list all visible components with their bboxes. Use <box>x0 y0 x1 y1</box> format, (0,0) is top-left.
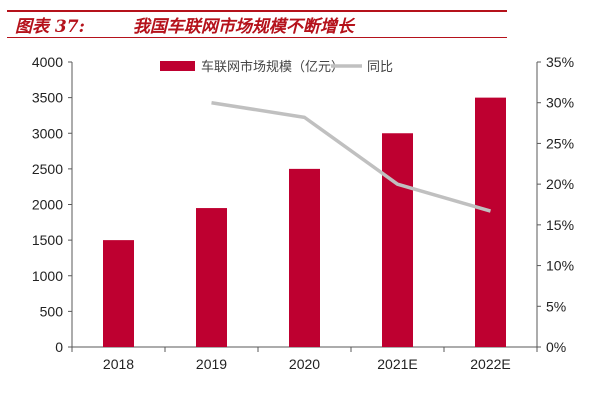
x-tick-label: 2018 <box>103 356 134 372</box>
title-top-rule <box>7 10 507 12</box>
title-bottom-rule <box>7 37 507 38</box>
yoy-line <box>211 100 491 213</box>
legend-bar-swatch <box>160 61 195 71</box>
right-tick-label: 20% <box>546 176 574 192</box>
right-tick-label: 15% <box>546 217 574 233</box>
x-tick-label: 2019 <box>196 356 227 372</box>
left-tick-label: 4000 <box>32 54 63 70</box>
left-tick-label: 1000 <box>32 268 63 284</box>
bar-2018 <box>103 240 134 347</box>
right-tick-label: 10% <box>546 258 574 274</box>
x-tick-label: 2021E <box>377 356 417 372</box>
left-tick-label: 0 <box>55 339 63 355</box>
bar-2022E <box>475 97 506 347</box>
x-tick-label: 2022E <box>470 356 510 372</box>
left-tick-label: 3000 <box>32 125 63 141</box>
left-tick-label: 2000 <box>32 197 63 213</box>
bar-2019 <box>196 208 227 347</box>
figure-label: 图表 37: <box>15 16 85 37</box>
right-tick-label: 35% <box>546 54 574 70</box>
figure-title-text: 我国车联网市场规模不断增长 <box>132 16 354 37</box>
left-tick-label: 1500 <box>32 232 63 248</box>
right-tick-label: 25% <box>546 135 574 151</box>
right-tick-label: 5% <box>546 298 566 314</box>
legend-bar-label: 车联网市场规模（亿元） <box>201 59 344 74</box>
left-tick-label: 2500 <box>32 161 63 177</box>
right-tick-label: 0% <box>546 339 566 355</box>
left-tick-label: 3500 <box>32 90 63 106</box>
right-tick-label: 30% <box>546 95 574 111</box>
x-tick-label: 2020 <box>289 356 320 372</box>
figure-title: 图表 37: 我国车联网市场规模不断增长 <box>15 12 354 37</box>
legend-line-label: 同比 <box>367 59 393 74</box>
left-tick-label: 500 <box>40 303 64 319</box>
bar-2021E <box>382 133 413 347</box>
bar-2020 <box>289 168 320 347</box>
